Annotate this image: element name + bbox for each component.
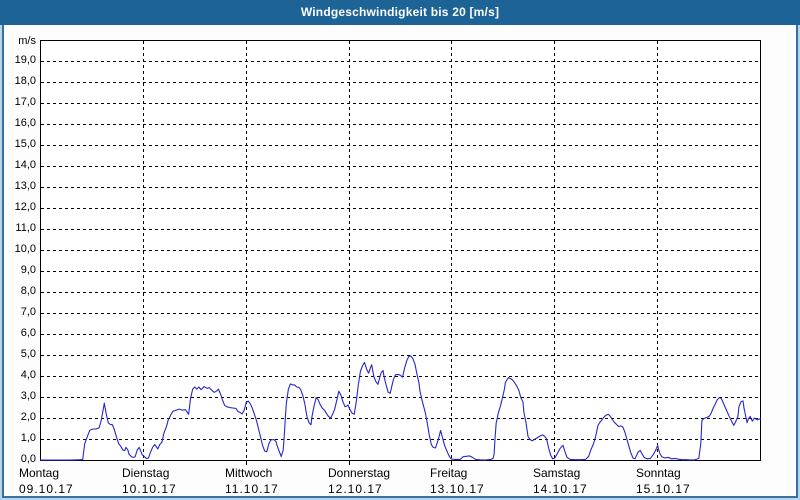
h-gridline [41,292,760,293]
x-axis-tick [246,461,247,465]
y-tick-label: 17,0 [14,96,36,108]
chart-area: 19,0 18,0 17,0 16,0 15,0 14,0 13,0 12,0 11,0 10,0… [0,25,800,500]
y-tick-label: 4,0 [20,369,36,381]
x-day-label: Samstag [533,466,581,480]
x-axis-tick [657,461,658,465]
y-axis-unit-label: m/s [18,35,36,47]
y-tick-label: 1,0 [20,432,36,444]
y-tick-label: 6,0 [20,327,36,339]
y-tick-label: 11,0 [15,222,36,234]
h-gridline [41,166,760,167]
window-title-bar: Windgeschwindigkeit bis 20 [m/s] [0,0,800,25]
y-tick-label: 10,0 [14,243,36,255]
x-day-label: Montag [19,466,60,480]
x-day-label: Dienstag [122,466,170,480]
x-date-label: 13.10.17 [430,482,485,496]
x-date-label: 14.10.17 [533,482,588,496]
y-tick-label: 14,0 [14,159,36,171]
v-gridline-day-boundary [451,41,452,460]
x-date-label: 11.10.17 [225,482,279,496]
h-gridline [41,103,760,104]
v-gridline-day-boundary [143,41,144,460]
h-gridline [41,418,760,419]
h-gridline [41,82,760,83]
h-gridline [41,187,760,188]
y-tick-label: 5,0 [20,348,36,360]
h-gridline [41,124,760,125]
x-date-label: 12.10.17 [328,482,383,496]
y-tick-label: 18,0 [14,75,36,87]
h-gridline [41,376,760,377]
x-axis-tick [451,461,452,465]
y-tick-label: 19,0 [14,54,36,66]
x-axis-tick [143,461,144,465]
chart-title: Windgeschwindigkeit bis 20 [m/s] [300,5,500,19]
y-tick-label: 3,0 [20,390,36,402]
h-gridline [41,355,760,356]
v-gridline-day-boundary [246,41,247,460]
h-gridline [41,250,760,251]
x-day-label: Mittwoch [225,466,273,480]
y-tick-label: 13,0 [14,180,36,192]
x-axis-tick [349,461,350,465]
h-gridline [41,271,760,272]
wind-speed-line [40,355,761,461]
y-tick-label: 8,0 [20,285,36,297]
y-tick-label: 2,0 [20,411,36,423]
h-gridline [41,397,760,398]
y-tick-label: 15,0 [14,138,36,150]
x-day-label: Sonntag [636,466,681,480]
x-day-label: Donnerstag [328,466,391,480]
v-gridline-day-boundary [657,41,658,460]
h-gridline [41,313,760,314]
x-date-label: 09.10.17 [19,482,74,496]
h-gridline [41,334,760,335]
x-date-label: 15.10.17 [636,482,691,496]
h-gridline [41,208,760,209]
x-axis-tick [554,461,555,465]
y-tick-label: 0,0 [20,453,36,465]
y-tick-label: 9,0 [20,264,36,276]
y-tick-label: 12,0 [14,201,36,213]
y-tick-label: 7,0 [20,306,36,318]
x-day-label: Freitag [430,466,468,480]
h-gridline [41,229,760,230]
h-gridline [41,61,760,62]
v-gridline-day-boundary [349,41,350,460]
y-tick-label: 16,0 [14,117,36,129]
h-gridline [41,145,760,146]
h-gridline [41,439,760,440]
v-gridline-day-boundary [554,41,555,460]
x-date-label: 10.10.17 [122,482,177,496]
